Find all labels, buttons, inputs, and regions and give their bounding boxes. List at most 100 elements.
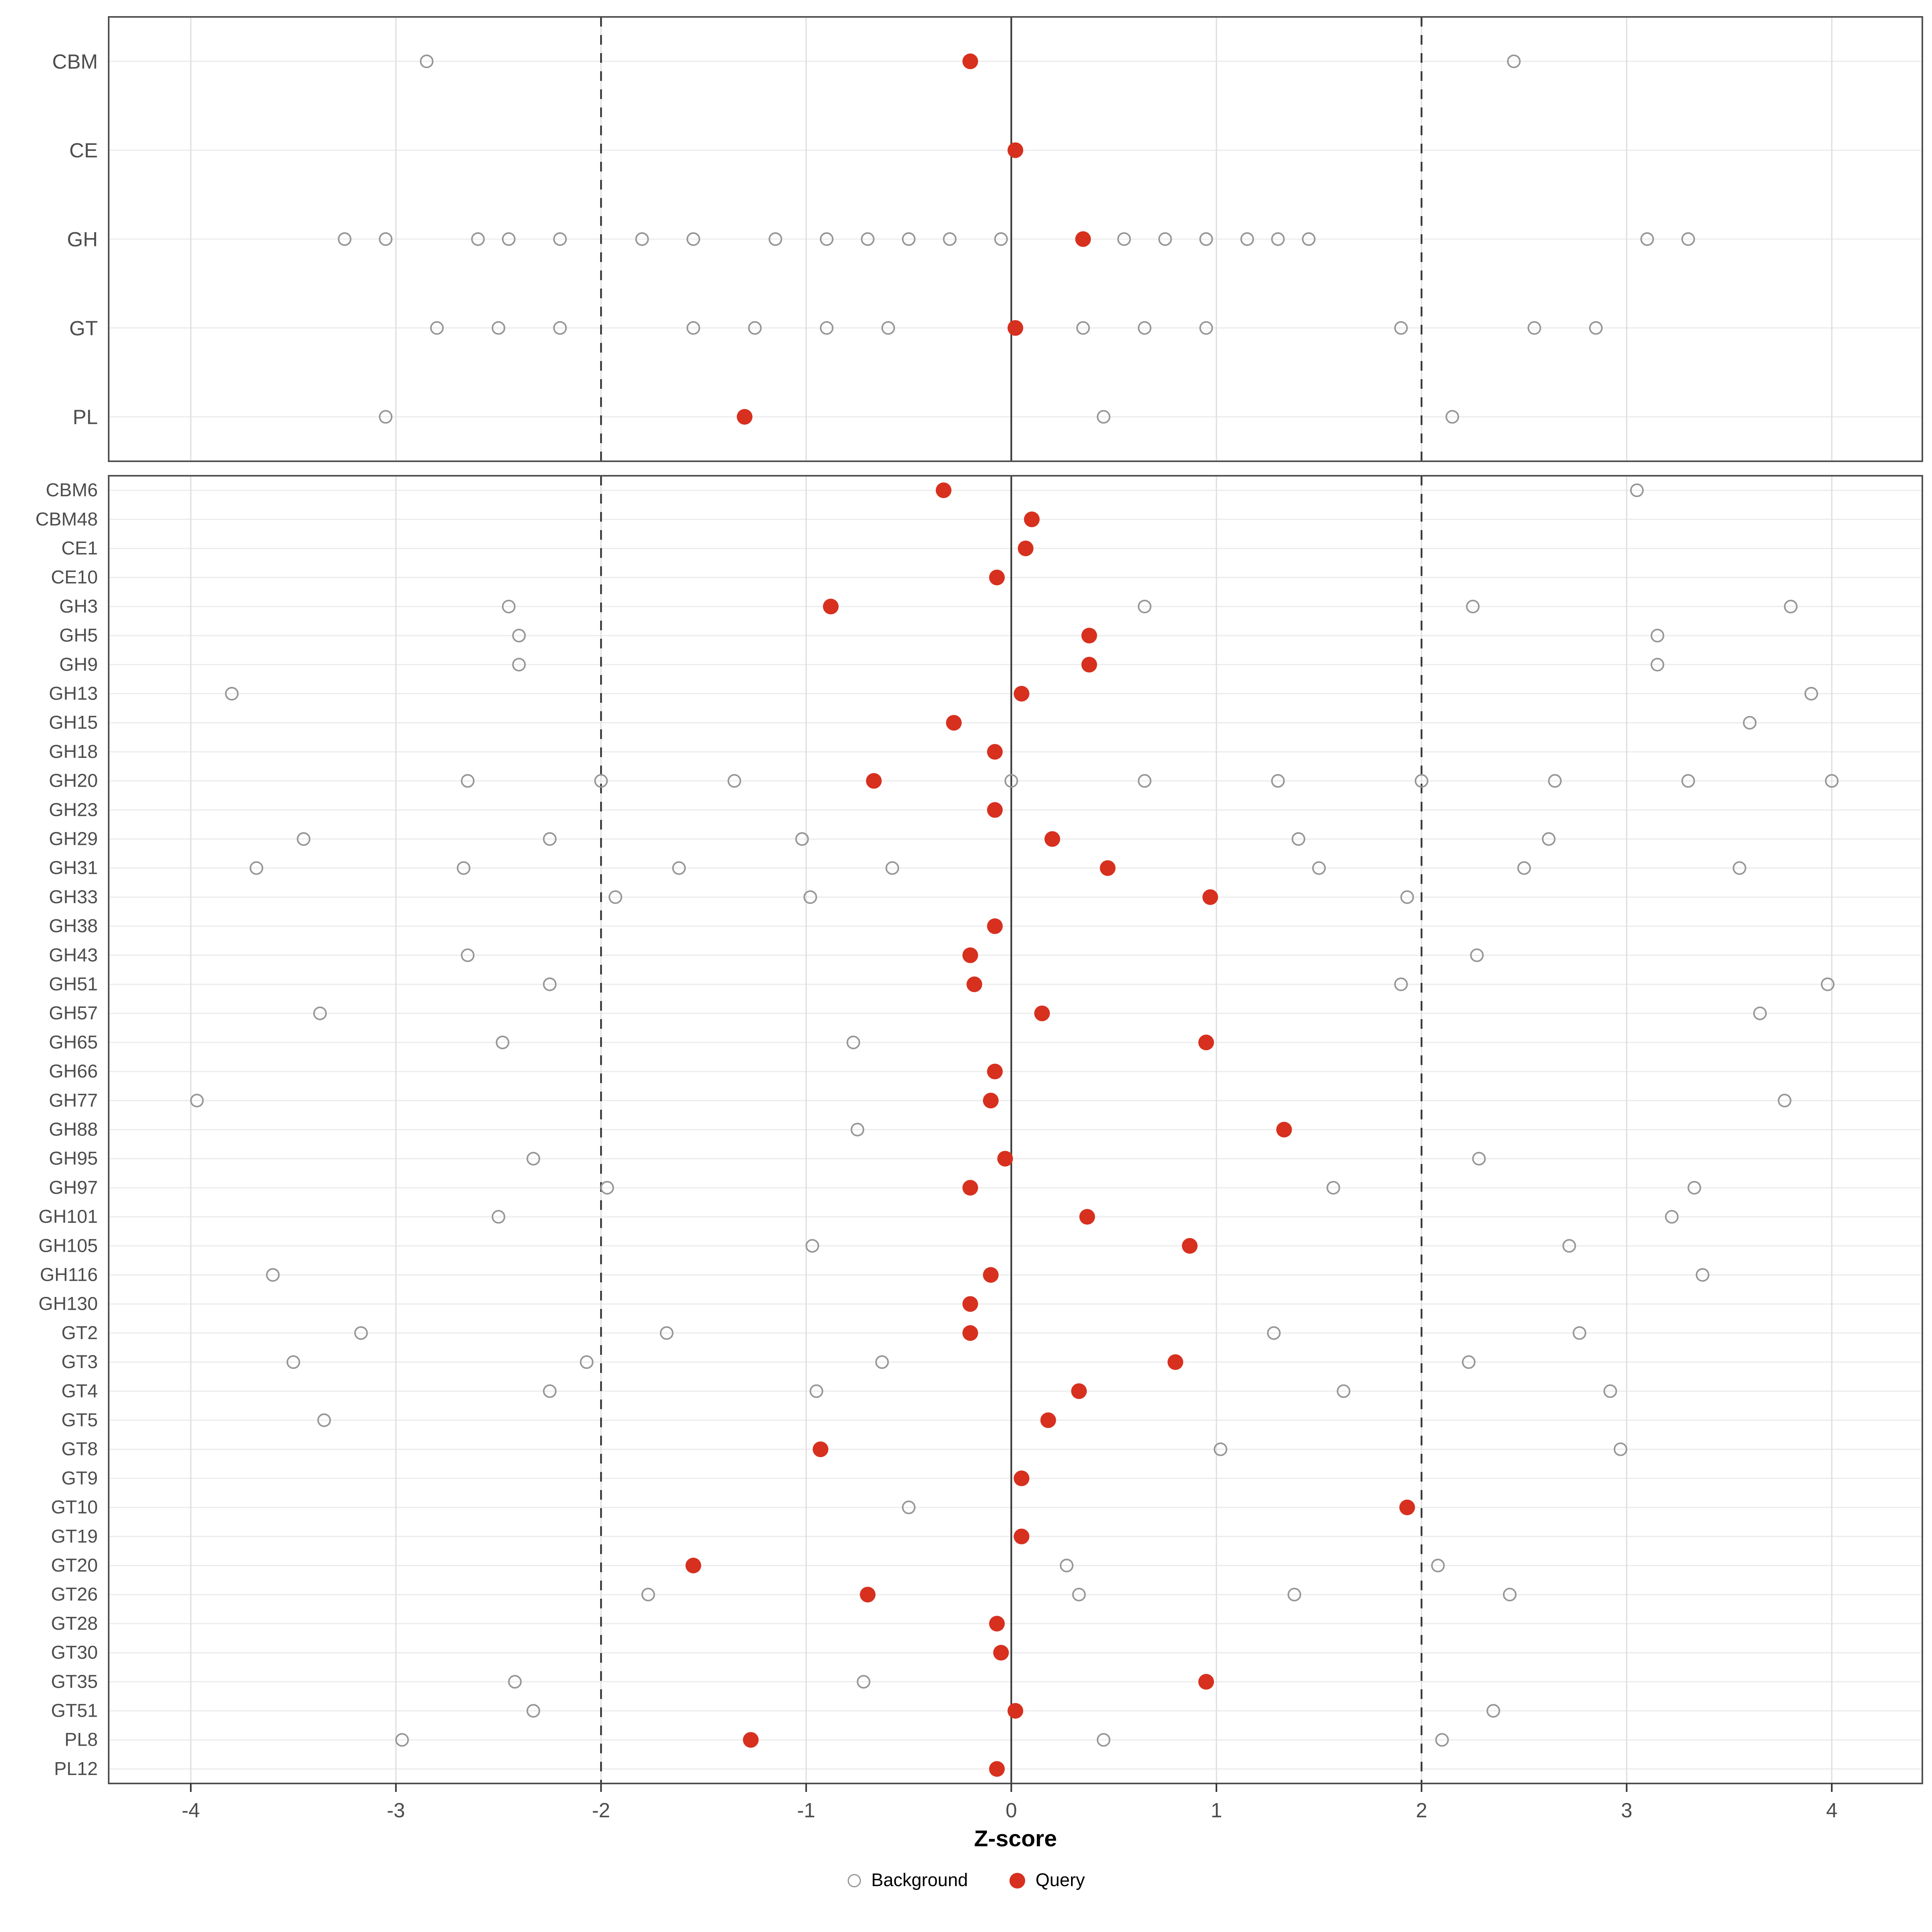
background-point — [471, 232, 485, 246]
background-point — [354, 1326, 368, 1340]
query-point — [987, 918, 1003, 934]
query-point — [987, 1063, 1003, 1080]
row-label: GH13 — [49, 683, 98, 704]
background-point — [635, 232, 649, 246]
x-tick-label: 3 — [1621, 1799, 1632, 1822]
query-point — [1007, 142, 1024, 158]
background-point — [686, 321, 700, 335]
row-label: GT9 — [62, 1468, 98, 1488]
background-point — [1562, 1239, 1576, 1253]
background-point — [1117, 232, 1131, 246]
background-point — [803, 890, 817, 904]
background-point — [491, 1210, 506, 1224]
legend: Background Query — [0, 1870, 1932, 1891]
background-point — [727, 774, 741, 788]
background-point — [686, 232, 700, 246]
background-point — [1650, 629, 1664, 643]
background-point — [809, 1384, 824, 1398]
background-point — [313, 1006, 327, 1020]
query-point — [946, 715, 962, 731]
query-point — [1202, 889, 1218, 905]
background-point — [1394, 977, 1408, 991]
background-point — [502, 599, 516, 613]
background-point — [1199, 232, 1213, 246]
background-point — [512, 629, 526, 643]
x-tick-label: 1 — [1211, 1799, 1222, 1822]
row-label: CE — [69, 139, 98, 162]
background-point — [1312, 861, 1326, 875]
query-point — [983, 1092, 999, 1108]
query-point — [983, 1267, 999, 1283]
query-point — [1018, 541, 1034, 556]
background-point — [495, 1035, 510, 1049]
background-point — [861, 232, 875, 246]
panel-subfamily-detail: CBM6 CBM48 CE1 CE10 GH3 GH5 GH9 GH13 GH15 GH18 GH2… — [35, 475, 1923, 1784]
background-point — [1527, 321, 1541, 335]
x-tick-label: -4 — [182, 1799, 200, 1822]
background-point — [1681, 774, 1695, 788]
query-point — [1044, 831, 1060, 847]
background-point — [543, 977, 557, 991]
row-label: PL8 — [64, 1729, 98, 1750]
row-label: GH130 — [39, 1293, 98, 1314]
background-point — [1732, 861, 1746, 875]
query-point — [1167, 1354, 1183, 1370]
row-label: GT4 — [62, 1380, 98, 1401]
background-point — [1214, 1442, 1228, 1456]
background-point — [1548, 774, 1562, 788]
background-point — [430, 321, 444, 335]
row-label: GH51 — [49, 974, 98, 995]
background-point — [1137, 599, 1152, 613]
background-point — [1665, 1210, 1679, 1224]
query-point — [860, 1587, 876, 1603]
legend-item-background: Background — [847, 1870, 968, 1891]
row-label: GH15 — [49, 712, 98, 733]
row-label: GT35 — [51, 1671, 98, 1692]
x-tick-label: -2 — [592, 1799, 610, 1822]
row-label: GT10 — [51, 1496, 98, 1517]
query-point — [685, 1558, 702, 1573]
query-point — [962, 1296, 978, 1312]
background-point — [1472, 1152, 1486, 1166]
background-point — [526, 1704, 541, 1718]
background-point — [1076, 321, 1090, 335]
query-point — [1007, 1703, 1024, 1719]
background-point — [1466, 599, 1480, 613]
row-label: GH66 — [49, 1061, 98, 1082]
x-tick-label: -3 — [387, 1799, 405, 1822]
row-label: GH38 — [49, 915, 98, 936]
row-label: GT8 — [62, 1439, 98, 1459]
background-point — [553, 232, 567, 246]
query-point — [1034, 1005, 1050, 1022]
background-point — [1821, 977, 1835, 991]
query-point — [962, 947, 978, 963]
row-label: GH88 — [49, 1119, 98, 1140]
background-point — [1292, 832, 1305, 846]
background-point — [1137, 321, 1152, 335]
row-label: GH9 — [59, 654, 98, 675]
row-label: GT — [69, 317, 98, 340]
background-point — [502, 232, 516, 246]
background-point — [580, 1355, 594, 1369]
row-label: GT28 — [51, 1613, 98, 1634]
background-point — [1326, 1181, 1340, 1195]
query-point — [1007, 320, 1024, 336]
row-label: GH3 — [59, 596, 98, 617]
row-label: GH116 — [40, 1264, 98, 1285]
query-point — [1182, 1238, 1198, 1254]
background-point — [526, 1152, 541, 1166]
background-point — [1431, 1558, 1445, 1573]
background-point — [395, 1733, 409, 1747]
background-point — [1158, 232, 1172, 246]
background-point — [1337, 1384, 1351, 1398]
background-point — [1072, 1587, 1086, 1602]
query-point — [866, 773, 882, 789]
background-point — [1573, 1326, 1587, 1340]
query-point — [987, 802, 1003, 818]
background-point — [1640, 232, 1654, 246]
background-point — [600, 1181, 614, 1195]
background-point — [875, 1355, 889, 1369]
row-label: GH — [67, 228, 98, 251]
background-point — [491, 321, 506, 335]
